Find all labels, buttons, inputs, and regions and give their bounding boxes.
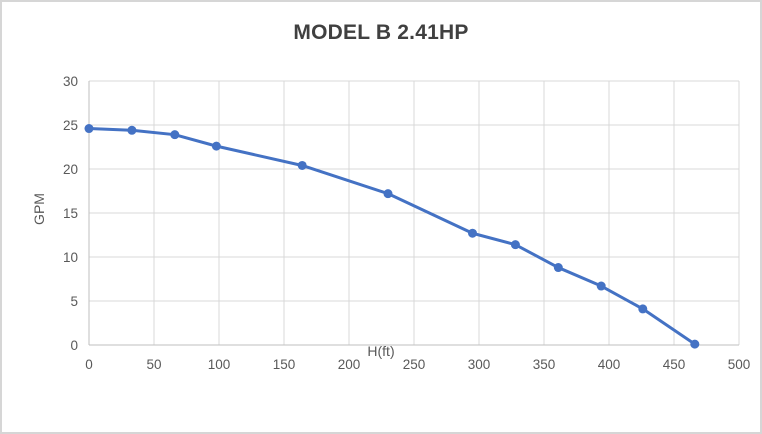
y-tick-label: 5 [70,294,78,309]
data-point [468,228,477,238]
y-tick-label: 15 [63,206,78,221]
data-point [510,240,520,250]
data-point [170,130,180,140]
data-point [127,125,137,135]
series-line [87,127,697,346]
chart-title: MODEL B 2.41HP [293,21,469,44]
x-tick-label: 450 [663,357,686,372]
data-point [84,124,94,134]
data-point [690,339,700,349]
x-tick-label: 0 [85,357,93,372]
data-point [211,141,221,151]
x-tick-label: 500 [728,357,751,372]
data-point [383,189,393,199]
y-tick-label: 30 [63,74,78,89]
y-tick-label: 20 [63,162,78,177]
y-tick-label: 0 [70,338,78,353]
x-tick-label: 50 [146,357,161,372]
y-tick-label: 10 [63,250,78,265]
data-point [596,281,606,291]
x-tick-label: 350 [533,357,556,372]
data-point [297,160,307,170]
y-tick-label: 25 [63,118,78,133]
x-tick-label: 250 [403,357,426,372]
x-axis-title: H(ft) [367,343,395,359]
y-axis-title: GPM [31,193,47,225]
x-tick-label: 100 [208,357,231,372]
x-tick-label: 400 [598,357,621,372]
data-point [638,304,648,314]
x-tick-label: 150 [273,357,296,372]
x-tick-label: 300 [468,357,491,372]
data-point [553,263,563,273]
x-tick-label: 200 [338,357,361,372]
